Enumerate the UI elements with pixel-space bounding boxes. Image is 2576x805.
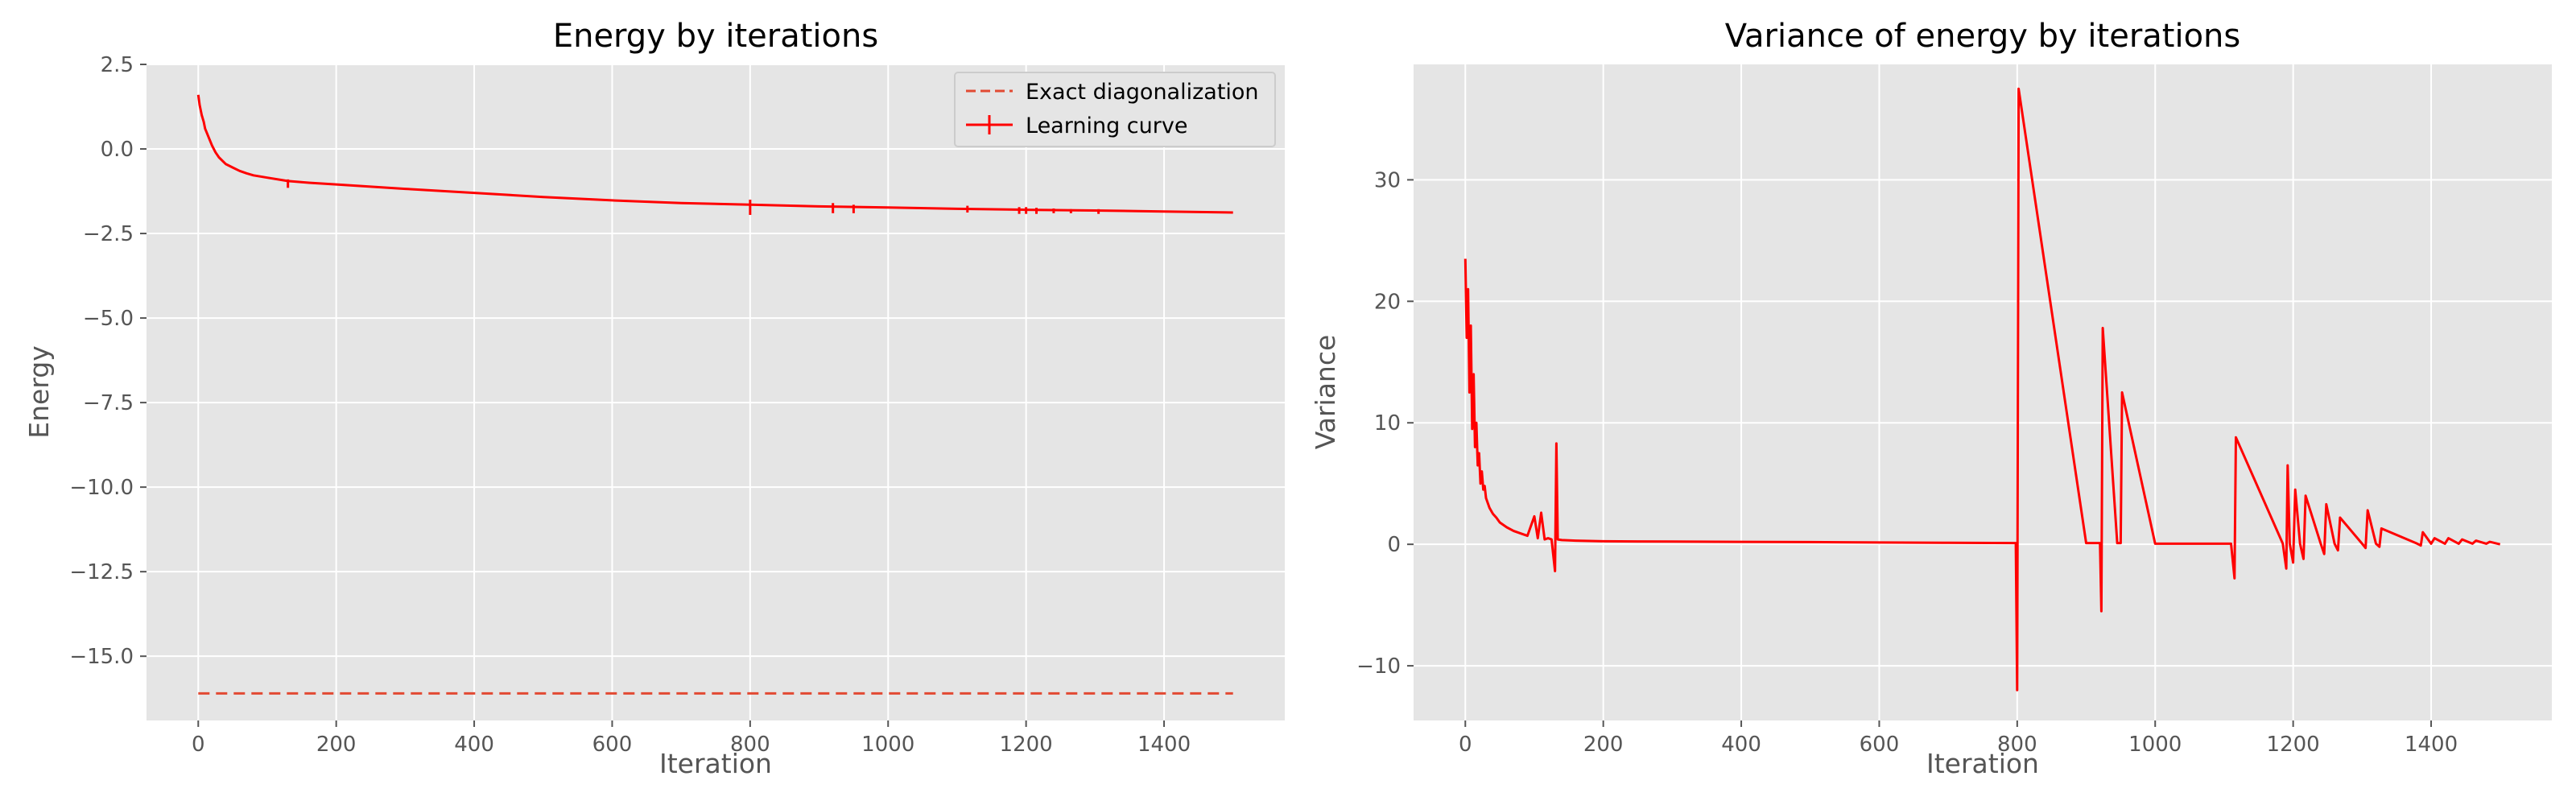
variance-plot-area xyxy=(1414,64,2552,720)
y-tick-label: 2.5 xyxy=(101,53,134,77)
legend-entry-exact-diagonalization: Exact diagonalization xyxy=(1026,80,1259,105)
y-tick-label: −10.0 xyxy=(69,476,134,500)
energy-grid xyxy=(147,64,1285,720)
y-tick-label: −10 xyxy=(1356,654,1401,679)
energy-x-axis-label: Iteration xyxy=(659,748,772,779)
y-tick-label: 10 xyxy=(1374,411,1401,436)
variance-marks xyxy=(1463,87,2501,691)
x-tick-label: 0 xyxy=(192,733,205,757)
x-tick-label: 1000 xyxy=(861,733,914,757)
energy-legend-box xyxy=(954,72,1276,147)
x-tick-label: 1200 xyxy=(2267,733,2320,757)
variance-chart-title: Variance of energy by iterations xyxy=(1725,18,2240,55)
legend-entry-learning-curve: Learning curve xyxy=(1026,114,1187,138)
y-tick-label: 0.0 xyxy=(101,138,134,162)
series-line-1-0 xyxy=(1463,87,2501,691)
x-tick-label: 0 xyxy=(1459,733,1472,757)
y-tick-label: 0 xyxy=(1387,533,1401,557)
x-tick-label: 1200 xyxy=(1000,733,1053,757)
energy-plot-area xyxy=(147,64,1285,720)
x-tick-label: 1000 xyxy=(2128,733,2182,757)
energy-chart: 0 200 400 600 800 1000 1200 1400 2.5 0.0 −2.5 −5.0 −… xyxy=(23,18,1285,779)
x-tick-label: 200 xyxy=(1583,733,1624,757)
variance-y-axis-label: Variance xyxy=(1310,335,1341,450)
x-tick-label: 400 xyxy=(454,733,494,757)
variance-chart: 0 200 400 600 800 1000 1200 1400 30 20 10 0 −10 Vari… xyxy=(1310,18,2552,779)
y-tick-label: −12.5 xyxy=(69,560,134,584)
x-tick-label: 600 xyxy=(592,733,633,757)
x-tick-label: 800 xyxy=(1997,733,2037,757)
y-tick-label: 30 xyxy=(1374,168,1401,192)
variance-x-axis-label: Iteration xyxy=(1926,748,2039,779)
x-tick-label: 400 xyxy=(1721,733,1761,757)
energy-chart-title: Energy by iterations xyxy=(553,18,878,55)
x-tick-label: 800 xyxy=(730,733,770,757)
energy-y-axis-label: Energy xyxy=(23,345,55,439)
variance-ticks: 0 200 400 600 800 1000 1200 1400 30 20 10 0 −10 xyxy=(1356,168,2458,757)
x-tick-label: 1400 xyxy=(2405,733,2458,757)
energy-ticks: 0 200 400 600 800 1000 1200 1400 2.5 0.0 −2.5 −5.0 −… xyxy=(69,53,1191,757)
energy-marks xyxy=(196,94,1233,695)
y-tick-label: 20 xyxy=(1374,290,1401,314)
energy-legend: Exact diagonalization Learning curve xyxy=(954,72,1276,147)
x-tick-label: 1400 xyxy=(1137,733,1191,757)
y-tick-label: −15.0 xyxy=(69,645,134,669)
y-tick-label: −5.0 xyxy=(83,307,134,331)
x-tick-label: 600 xyxy=(1860,733,1900,757)
x-tick-label: 200 xyxy=(316,733,357,757)
y-tick-label: −7.5 xyxy=(83,391,134,415)
y-tick-label: −2.5 xyxy=(83,222,134,246)
